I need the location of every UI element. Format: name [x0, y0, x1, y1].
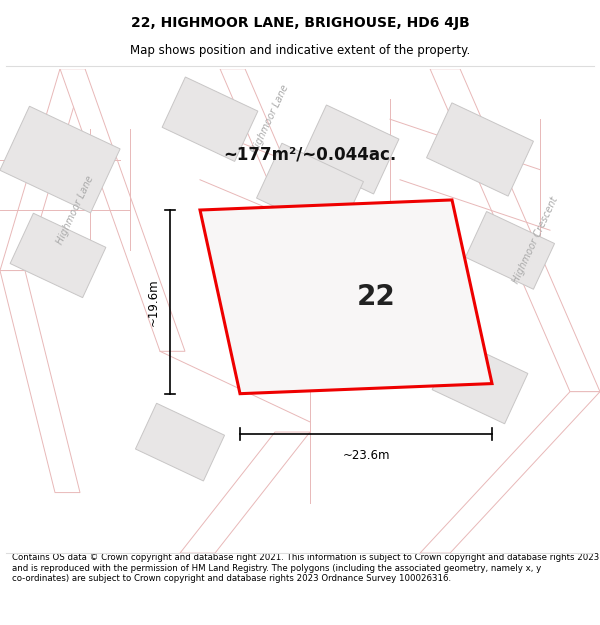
Text: 22, HIGHMOOR LANE, BRIGHOUSE, HD6 4JB: 22, HIGHMOOR LANE, BRIGHOUSE, HD6 4JB [131, 16, 469, 29]
Polygon shape [10, 213, 106, 298]
Polygon shape [60, 69, 185, 351]
Polygon shape [136, 403, 224, 481]
Polygon shape [220, 69, 310, 220]
Polygon shape [427, 103, 533, 196]
Text: Contains OS data © Crown copyright and database right 2021. This information is : Contains OS data © Crown copyright and d… [12, 553, 599, 583]
Text: ~23.6m: ~23.6m [342, 449, 390, 462]
Polygon shape [301, 105, 399, 194]
Text: Highmoor Lane: Highmoor Lane [55, 174, 95, 246]
Polygon shape [200, 200, 492, 394]
Polygon shape [0, 271, 80, 492]
Text: 22: 22 [356, 282, 395, 311]
Polygon shape [420, 392, 600, 553]
Polygon shape [466, 211, 554, 289]
Text: ~19.6m: ~19.6m [147, 278, 160, 326]
Polygon shape [162, 77, 258, 161]
Polygon shape [180, 432, 310, 553]
Polygon shape [257, 143, 364, 236]
Polygon shape [430, 69, 600, 392]
Text: Highmoor Lane: Highmoor Lane [250, 83, 290, 155]
Text: Map shows position and indicative extent of the property.: Map shows position and indicative extent… [130, 44, 470, 57]
Text: ~177m²/~0.044ac.: ~177m²/~0.044ac. [223, 146, 397, 164]
Text: Highmoor Crescent: Highmoor Crescent [511, 196, 559, 285]
Polygon shape [257, 244, 364, 338]
Polygon shape [432, 339, 528, 424]
Polygon shape [0, 106, 120, 213]
Polygon shape [0, 69, 85, 271]
